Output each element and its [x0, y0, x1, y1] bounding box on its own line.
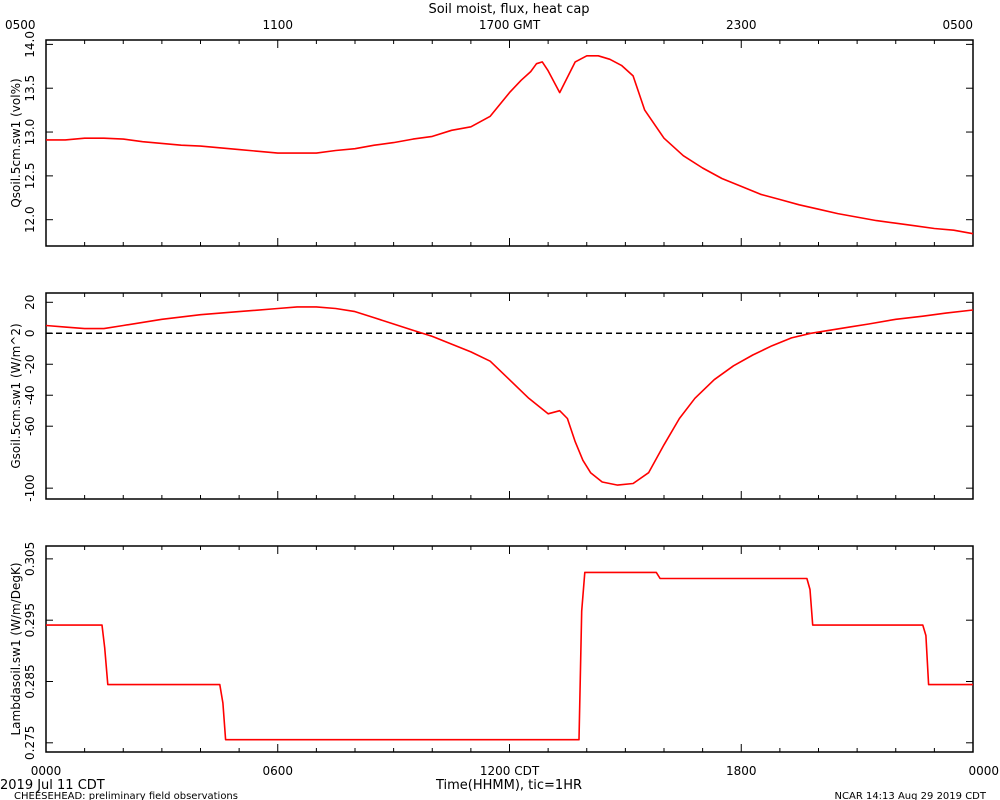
series-line-2-1 — [45, 306, 974, 486]
panel-frame — [45, 39, 974, 247]
y-tick-label: 12.0 — [23, 206, 37, 233]
plot-panels: 12.0 12.5 13.0 13.5 14.0 Qsoil.5cm.sw1 (vol%)… — [9, 31, 974, 760]
y-tick-label: 0.305 — [23, 542, 37, 576]
y-tick-label: -60 — [23, 416, 37, 436]
y-tick-label: -40 — [23, 385, 37, 405]
y-tick-label: 0.295 — [23, 603, 37, 637]
panel-frame — [45, 545, 974, 753]
y-tick-label: 12.5 — [23, 163, 37, 190]
y-tick-label: 14.0 — [23, 31, 37, 58]
y-axis-label: Qsoil.5cm.sw1 (vol%) — [9, 78, 23, 207]
y-axis-label: Lambdasoil.sw1 (W/m/DegK) — [9, 562, 23, 735]
bottom-tick-label: 0600 — [262, 764, 293, 778]
top-tick-label: 0500 — [942, 18, 973, 32]
footer-left: CHEESEHEAD: preliminary field observatio… — [14, 791, 238, 800]
top-axis-tick-labels: 0500 1100 1700 GMT 2300 0500 — [5, 18, 973, 32]
bottom-tick-label: 0000 — [968, 764, 999, 778]
panel-1: 12.0 12.5 13.0 13.5 14.0 Qsoil.5cm.sw1 (vol%) — [9, 31, 974, 247]
y-tick-label: 0 — [23, 329, 37, 337]
top-tick-label: 1100 — [262, 18, 293, 32]
top-tick-label: 0500 — [5, 18, 36, 32]
date-label: 2019 Jul 11 CDT — [0, 778, 105, 793]
bottom-axis-tick-labels: 0000 0600 1200 CDT 1800 0000 — [31, 764, 999, 778]
footer-right: NCAR 14:13 Aug 29 2019 CDT — [835, 791, 987, 800]
bottom-tick-label: 1200 CDT — [480, 764, 540, 778]
y-tick-label: 20 — [23, 295, 37, 310]
top-tick-label: 2300 — [726, 18, 757, 32]
y-tick-label: 13.0 — [23, 119, 37, 146]
y-tick-label: -100 — [23, 475, 37, 502]
bottom-tick-label: 1800 — [726, 764, 757, 778]
series-line-3-1 — [46, 571, 973, 741]
y-tick-label: 0.285 — [23, 664, 37, 698]
y-tick-label: -20 — [23, 354, 37, 374]
x-axis-label: Time(HHMM), tic=1HR — [435, 778, 582, 793]
top-tick-label: 1700 GMT — [479, 18, 541, 32]
y-tick-label: 0.275 — [23, 726, 37, 760]
y-axis-label: Gsoil.5cm.sw1 (W/m^2) — [9, 323, 23, 468]
series-line-1-1 — [46, 54, 974, 235]
bottom-tick-label: 0000 — [31, 764, 62, 778]
panel-frame — [45, 292, 974, 500]
figure-title: Soil moist, flux, heat cap — [428, 2, 589, 17]
y-tick-label: 13.5 — [23, 75, 37, 102]
